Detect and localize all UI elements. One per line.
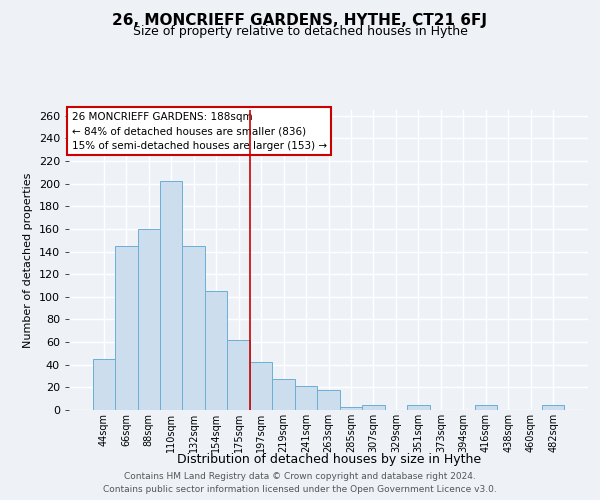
Text: 26 MONCRIEFF GARDENS: 188sqm
← 84% of detached houses are smaller (836)
15% of s: 26 MONCRIEFF GARDENS: 188sqm ← 84% of de… <box>71 112 327 151</box>
Bar <box>182 246 205 410</box>
Text: 26, MONCRIEFF GARDENS, HYTHE, CT21 6FJ: 26, MONCRIEFF GARDENS, HYTHE, CT21 6FJ <box>113 12 487 28</box>
Bar <box>542 406 565 410</box>
Bar <box>407 406 430 410</box>
Bar <box>272 380 295 410</box>
Bar <box>227 340 250 410</box>
Text: Distribution of detached houses by size in Hythe: Distribution of detached houses by size … <box>177 452 481 466</box>
Bar <box>362 406 385 410</box>
Text: Contains HM Land Registry data © Crown copyright and database right 2024.
Contai: Contains HM Land Registry data © Crown c… <box>103 472 497 494</box>
Bar <box>250 362 272 410</box>
Bar <box>295 386 317 410</box>
Bar <box>205 291 227 410</box>
Bar <box>475 406 497 410</box>
Y-axis label: Number of detached properties: Number of detached properties <box>23 172 33 348</box>
Bar <box>317 390 340 410</box>
Bar <box>92 359 115 410</box>
Bar <box>115 246 137 410</box>
Bar <box>160 182 182 410</box>
Bar <box>137 229 160 410</box>
Text: Size of property relative to detached houses in Hythe: Size of property relative to detached ho… <box>133 25 467 38</box>
Bar <box>340 406 362 410</box>
